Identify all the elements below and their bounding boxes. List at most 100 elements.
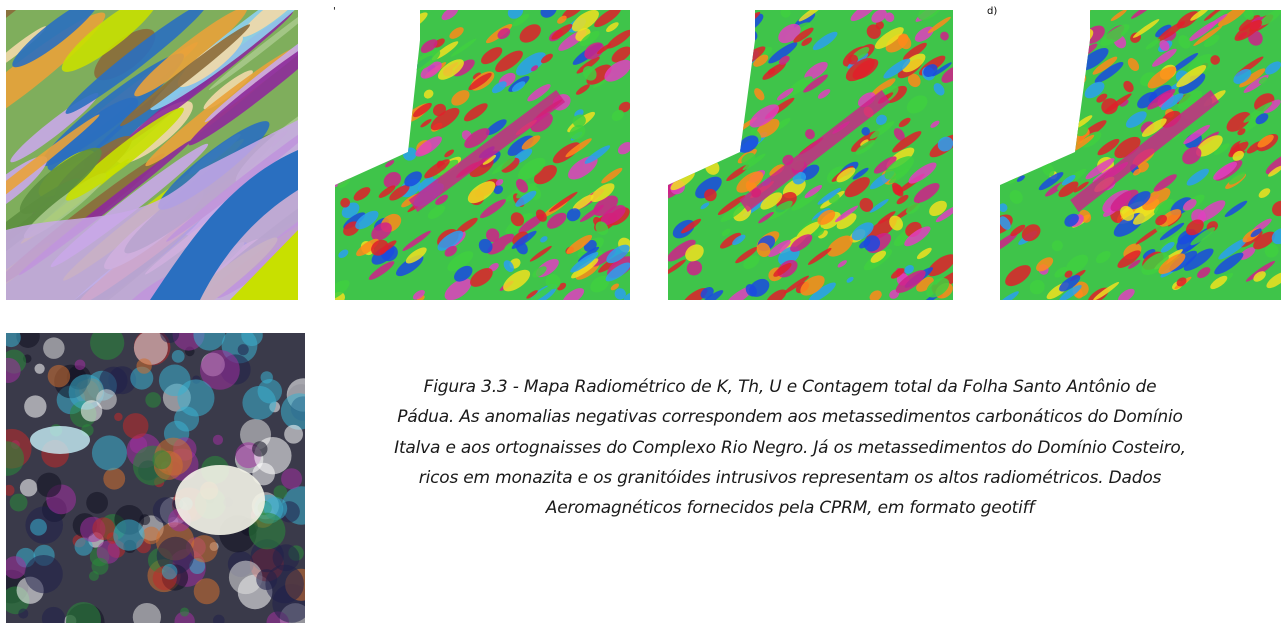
texture <box>569 124 586 140</box>
texture <box>355 210 379 230</box>
texture <box>914 26 934 42</box>
texture <box>1008 29 1025 44</box>
texture <box>916 247 932 260</box>
texture <box>571 10 599 32</box>
texture <box>284 424 304 444</box>
texture <box>435 194 448 205</box>
texture <box>902 53 926 73</box>
texture <box>368 261 395 280</box>
texture <box>1237 128 1246 136</box>
texture <box>252 441 268 457</box>
texture <box>1160 241 1175 253</box>
texture <box>349 122 378 145</box>
geology-map <box>6 10 298 300</box>
texture <box>845 57 875 82</box>
texture <box>364 130 374 137</box>
texture <box>6 26 47 73</box>
texture <box>1064 270 1073 278</box>
texture <box>1046 120 1061 131</box>
texture <box>617 142 630 155</box>
texture <box>884 12 895 23</box>
texture <box>512 13 530 27</box>
texture <box>337 54 359 72</box>
texture <box>366 38 383 50</box>
texture <box>212 614 225 623</box>
texture <box>1266 271 1281 289</box>
texture <box>707 90 719 103</box>
texture <box>692 70 709 83</box>
texture <box>1213 143 1230 156</box>
texture <box>1263 99 1281 114</box>
texture <box>1159 222 1185 241</box>
texture <box>335 280 350 300</box>
texture <box>356 238 379 257</box>
texture <box>99 366 128 395</box>
texture <box>1253 231 1276 250</box>
texture <box>338 249 349 259</box>
caption-line: Italva e aos ortognaisses do Complexo Ri… <box>394 437 1186 458</box>
texture <box>590 275 610 293</box>
texture <box>65 10 208 114</box>
texture <box>1016 175 1025 182</box>
texture <box>767 68 776 75</box>
texture <box>1100 24 1130 47</box>
texture <box>528 284 555 300</box>
texture <box>1168 53 1199 74</box>
texture <box>576 56 600 74</box>
texture <box>933 83 945 96</box>
texture <box>1147 66 1177 89</box>
texture <box>335 66 351 85</box>
texture <box>738 135 759 153</box>
texture <box>1059 108 1071 118</box>
texture <box>12 10 100 68</box>
texture <box>1005 27 1017 38</box>
texture <box>464 128 490 149</box>
texture <box>668 56 679 70</box>
texture <box>1133 205 1159 225</box>
texture <box>1243 102 1273 123</box>
texture <box>468 72 492 91</box>
texture <box>1268 165 1281 177</box>
texture <box>453 59 475 77</box>
texture <box>1117 250 1141 268</box>
texture <box>357 38 368 49</box>
caption-line: Pádua. As anomalias negativas correspond… <box>397 407 1183 428</box>
texture <box>570 252 599 273</box>
texture <box>402 230 431 252</box>
texture <box>136 358 152 374</box>
texture <box>686 260 703 276</box>
texture <box>749 104 780 128</box>
texture <box>889 215 903 231</box>
texture <box>171 349 185 363</box>
texture <box>689 15 701 28</box>
texture <box>389 184 410 201</box>
texture <box>601 167 623 184</box>
texture <box>1145 38 1161 50</box>
texture <box>668 18 687 37</box>
texture <box>693 26 716 44</box>
texture <box>906 95 928 114</box>
texture <box>540 10 557 18</box>
texture <box>768 42 798 64</box>
texture <box>790 234 813 252</box>
texture <box>1258 188 1271 198</box>
texture <box>1093 281 1120 300</box>
texture <box>1096 93 1108 103</box>
texture <box>883 58 911 79</box>
texture <box>1047 109 1062 121</box>
texture <box>212 434 224 445</box>
texture <box>449 27 464 39</box>
texture <box>1147 89 1176 110</box>
texture <box>896 194 909 205</box>
texture <box>152 450 172 470</box>
texture <box>884 156 914 180</box>
texture <box>869 121 895 140</box>
texture <box>871 10 887 23</box>
texture <box>424 159 450 179</box>
texture <box>96 389 117 410</box>
texture <box>30 426 90 454</box>
texture <box>726 68 749 86</box>
texture <box>866 217 897 241</box>
texture <box>907 73 921 88</box>
texture <box>1152 48 1177 67</box>
